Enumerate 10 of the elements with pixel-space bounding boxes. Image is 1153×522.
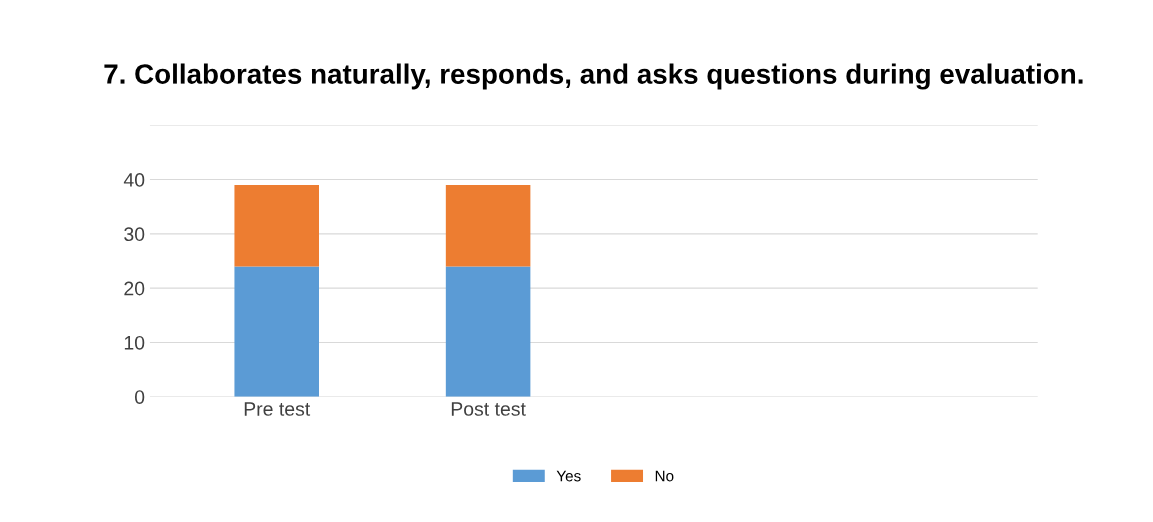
x-tick-label: Pre test bbox=[244, 402, 311, 416]
legend-label: Yes bbox=[556, 470, 581, 482]
legend-label: No bbox=[655, 470, 674, 482]
y-tick-label: 30 bbox=[124, 227, 145, 242]
y-tick-label: 10 bbox=[124, 335, 145, 350]
chart-title: 7. Collaborates naturally, responds, and asks questions during evaluation. bbox=[104, 63, 1083, 90]
y-tick-label: 0 bbox=[134, 390, 145, 404]
y-tick-label: 40 bbox=[123, 173, 145, 187]
x-tick-label: Post test bbox=[451, 402, 526, 416]
y-tick-label: 20 bbox=[124, 281, 145, 296]
